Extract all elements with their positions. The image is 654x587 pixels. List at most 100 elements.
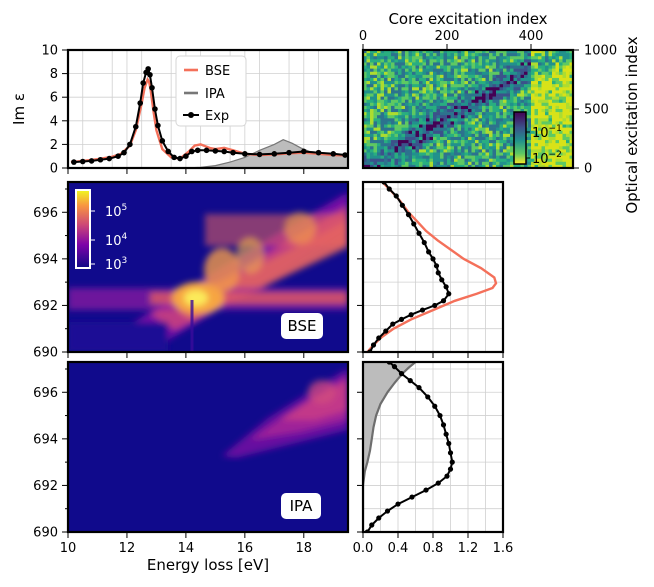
overlap-cell <box>450 161 455 166</box>
overlap-cell <box>520 74 525 79</box>
overlap-cell <box>447 136 451 141</box>
overlap-cell <box>391 152 395 156</box>
overlap-cell <box>492 155 497 159</box>
overlap-cell <box>366 118 371 122</box>
overlap-cell <box>510 140 514 144</box>
overlap-cell <box>517 71 521 76</box>
overlap-cell <box>419 155 423 159</box>
overlap-cell <box>408 149 413 153</box>
overlap-cell <box>562 53 567 57</box>
overlap-cell <box>482 140 486 144</box>
overlap-cell <box>520 50 525 54</box>
overlap-cell <box>457 105 462 110</box>
overlap-cell <box>426 130 430 135</box>
overlap-cell <box>552 84 556 88</box>
overlap-cell <box>394 84 399 88</box>
bse-colorbar-tick-1: 104 <box>105 232 128 249</box>
overlap-cell <box>475 99 479 104</box>
overlap-cell <box>366 99 371 104</box>
exp-profile-point <box>432 302 438 309</box>
exp-data-point <box>71 159 77 165</box>
overlap-cell <box>503 102 507 107</box>
overlap-cell <box>433 50 437 54</box>
overlap-cell <box>552 112 556 116</box>
overlap-cell <box>548 90 553 94</box>
overlap-cell <box>408 68 413 73</box>
overlap-cell <box>485 109 490 113</box>
exp-data-point <box>212 148 219 154</box>
ipa-map-ytick-label: 692 <box>33 479 58 494</box>
overlap-cell <box>429 81 434 85</box>
overlap-cell <box>489 99 493 104</box>
overlap-cell <box>499 158 504 163</box>
overlap-cell <box>562 93 567 97</box>
overlap-cell <box>366 68 371 73</box>
overlap-cell <box>548 130 553 135</box>
overlap-cell <box>496 87 500 91</box>
overlap-cell <box>471 118 476 122</box>
overlap-cell <box>541 59 546 63</box>
overlap-cell <box>384 118 388 122</box>
overlap-cell <box>562 158 567 163</box>
overlap-cell <box>510 53 514 57</box>
overlap-cell <box>401 81 406 85</box>
exp-profile-point <box>383 328 389 334</box>
overlap-cell <box>569 56 573 60</box>
overlap-cell <box>373 84 378 88</box>
overlap-cell <box>562 140 567 144</box>
overlap-cell <box>436 71 441 76</box>
overlap-cell <box>457 71 462 76</box>
overlap-cell <box>366 109 371 113</box>
overlap-cell <box>569 74 573 79</box>
overlap-cell <box>461 84 465 88</box>
overlap-cell <box>471 99 476 104</box>
overlap-cell <box>422 65 427 69</box>
overlap-cell <box>524 90 528 94</box>
overlap-cell <box>377 121 381 125</box>
overlap-cell <box>457 77 462 82</box>
overlap-cell <box>387 102 392 107</box>
overlap-cell <box>373 59 378 63</box>
overlap-cell <box>513 81 518 85</box>
overlap-cell <box>566 59 570 63</box>
overlap-cell <box>384 68 388 73</box>
overlap-cell <box>468 152 472 156</box>
overlap-cell <box>401 59 406 63</box>
overlap-ylabel: Optical excitation index <box>623 36 641 213</box>
overlap-cell <box>517 105 521 110</box>
overlap-cell <box>541 115 546 119</box>
overlap-cell <box>461 99 465 104</box>
overlap-cell <box>415 50 420 54</box>
overlap-cell <box>405 65 409 69</box>
overlap-cell <box>373 90 378 94</box>
overlap-cell <box>398 136 402 141</box>
overlap-cell <box>496 102 500 107</box>
overlap-cell <box>475 124 479 128</box>
overlap-cell <box>457 149 462 153</box>
overlap-cell <box>489 152 493 156</box>
overlap-cell <box>538 62 542 66</box>
overlap-cell <box>373 164 378 168</box>
overlap-cell <box>443 50 448 54</box>
overlap-cell <box>370 112 374 116</box>
overlap-cell <box>373 146 378 150</box>
overlap-cell <box>534 136 539 141</box>
overlap-cell <box>471 87 476 91</box>
overlap-cell <box>380 140 385 144</box>
overlap-cell <box>524 65 528 69</box>
overlap-cell <box>489 50 493 54</box>
overlap-cell <box>426 81 430 85</box>
overlap-cell <box>520 65 525 69</box>
overlap-cell <box>562 62 567 66</box>
overlap-cell <box>464 130 469 135</box>
overlap-cell <box>555 158 560 163</box>
overlap-cell <box>394 96 399 100</box>
overlap-cell <box>510 130 514 135</box>
overlap-cell <box>461 133 465 138</box>
overlap-cell <box>394 99 399 104</box>
overlap-cell <box>552 109 556 113</box>
spectrum-ytick-label: 4 <box>50 114 58 129</box>
overlap-cell <box>524 81 528 85</box>
overlap-cell <box>447 59 451 63</box>
overlap-cell <box>499 71 504 76</box>
